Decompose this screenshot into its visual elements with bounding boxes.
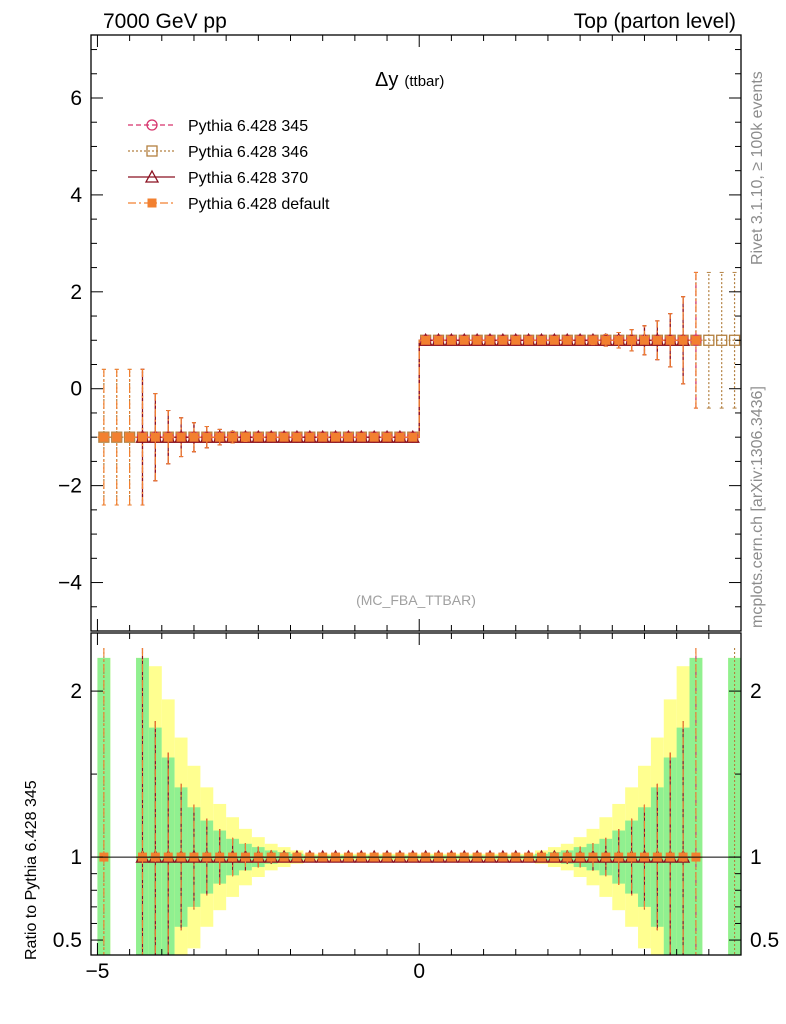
ratio-y-tick-label: 0.5 [53,929,82,952]
data-point [369,432,379,442]
data-point [163,432,173,442]
data-point [408,432,418,442]
series-line [97,339,703,438]
ratio-band-green [97,657,111,955]
data-point [292,432,302,442]
ratio-y-tick-label-right: 1 [750,846,762,869]
data-point [716,334,728,346]
data-point [202,432,212,442]
data-point [112,432,122,442]
data-point [652,335,662,345]
data-point [356,432,366,442]
legend-marker [147,198,157,208]
data-point [703,334,715,346]
data-point [614,335,624,345]
x-tick-label: −5 [85,960,109,983]
ratio-frame [90,632,742,956]
data-point [125,432,135,442]
data-point [601,335,611,345]
data-point [665,335,675,345]
rivet-version-label: Rivet 3.1.10, ≥ 100k events [749,71,766,265]
legend-marker [146,119,158,131]
mcplots-label: mcplots.cern.ch [arXiv:1306.3436] [749,386,766,628]
main-frame [90,34,742,632]
ratio-y-axis-label: Ratio to Pythia 6.428 345 [23,780,40,960]
main-panel-series [97,271,741,506]
series-2 [135,296,691,506]
analysis-label: (MC_FBA_TTBAR) [356,592,476,608]
plot-title: Δy (ttbar) [375,69,444,91]
data-point [639,335,649,345]
ratio-band-green [728,657,741,955]
data-point [472,335,482,345]
right-title: Top (parton level) [574,10,736,33]
data-point [434,335,444,345]
legend: Pythia 6.428 345 Pythia 6.428 346 Pythia… [128,118,330,213]
x-tick-label: 0 [413,960,425,983]
data-point [305,432,315,442]
data-point [549,335,559,345]
data-point [459,335,469,345]
data-point [627,335,637,345]
y-tick-label: 4 [70,184,82,207]
data-point [691,335,701,345]
data-point [395,432,405,442]
data-point [575,335,585,345]
left-title: 7000 GeV pp [103,10,227,33]
data-point [536,335,546,345]
ratio-band-green [689,657,703,955]
data-point [511,335,521,345]
series-3 [97,271,703,506]
legend-marker [144,169,160,183]
legend-label: Pythia 6.428 345 [188,118,308,135]
data-point [228,432,238,442]
data-point [562,335,572,345]
ratio-y-tick-label: 1 [70,846,82,869]
legend-item-345: Pythia 6.428 345 [128,118,308,135]
legend-label: Pythia 6.428 370 [188,170,308,187]
axes: −4 −2 0 2 4 6 0.5 0.5 1 1 2 2 −5 0 [53,34,779,983]
data-point [318,432,328,442]
data-point [253,432,263,442]
legend-label: Pythia 6.428 default [188,196,330,213]
legend-marker [146,145,158,157]
data-point [215,432,225,442]
data-point [150,432,160,442]
legend-item-346: Pythia 6.428 346 [128,144,308,161]
data-point [331,432,341,442]
legend-item-default: Pythia 6.428 default [128,196,330,213]
data-point [498,335,508,345]
y-tick-label: −2 [58,475,82,498]
ratio-y-tick-label: 2 [70,680,82,703]
data-point [588,335,598,345]
legend-label: Pythia 6.428 346 [188,144,308,161]
legend-item-370: Pythia 6.428 370 [128,169,308,187]
data-point [382,432,392,442]
data-point [137,432,147,442]
data-point [266,432,276,442]
data-point [240,432,250,442]
data-point [678,335,688,345]
data-point [99,432,109,442]
ratio-y-tick-label-right: 0.5 [750,929,779,952]
data-point [421,335,431,345]
data-point [485,335,495,345]
data-point [343,432,353,442]
data-point [189,432,199,442]
data-point [279,432,289,442]
ratio-y-tick-label-right: 2 [750,680,762,703]
y-tick-label: 0 [70,378,82,401]
y-tick-label: 2 [70,281,82,304]
data-point [446,335,456,345]
data-point [176,432,186,442]
y-tick-label: 6 [70,87,82,110]
data-point [524,335,534,345]
data-point [111,431,123,443]
series-line [136,339,690,438]
y-tick-label: −4 [58,572,82,595]
